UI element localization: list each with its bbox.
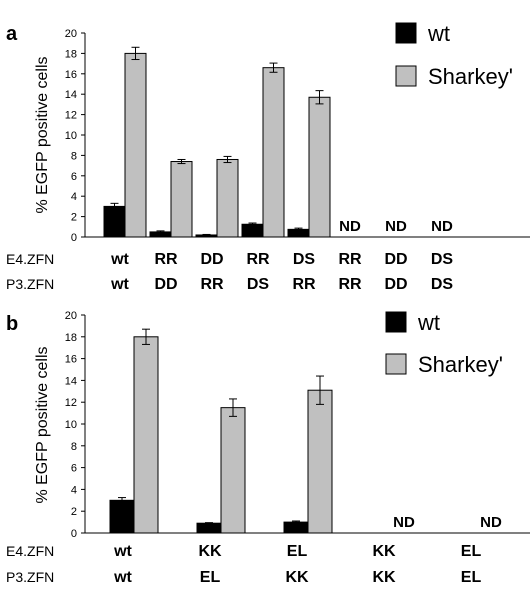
- bar-sharkey: [216, 158, 239, 238]
- category-label-e4: DD: [384, 251, 407, 268]
- panel-label: a: [6, 23, 18, 45]
- y-tick-label: 14: [65, 89, 77, 101]
- y-tick-label: 4: [71, 191, 77, 203]
- category-label-e4: wt: [110, 251, 129, 268]
- legend-label: Sharkey': [418, 352, 503, 377]
- y-axis-label: % EGFP positive cells: [34, 346, 51, 503]
- category-label-e4: RR: [154, 251, 178, 268]
- y-tick-label: 0: [71, 528, 77, 540]
- category-label-p3: EL: [200, 569, 221, 586]
- y-tick-label: 18: [65, 48, 77, 60]
- y-tick-label: 20: [65, 28, 77, 40]
- category-label-e4: KK: [198, 543, 222, 560]
- category-label-p3: wt: [110, 276, 129, 293]
- y-tick-label: 8: [71, 441, 77, 453]
- y-tick-label: 10: [65, 419, 77, 431]
- bar-sharkey: [220, 407, 246, 534]
- bar-sharkey: [308, 96, 331, 238]
- row-label-e4: E4.ZFN: [6, 251, 54, 267]
- bar-wt: [283, 521, 309, 534]
- category-label-e4: EL: [461, 543, 482, 560]
- y-axis-label: % EGFP positive cells: [34, 56, 51, 213]
- bar-wt: [103, 205, 126, 238]
- y-tick-label: 12: [65, 110, 77, 122]
- y-tick-label: 20: [65, 310, 77, 322]
- category-label-e4: DS: [431, 251, 454, 268]
- legend-swatch: [395, 22, 417, 44]
- category-label-e4: wt: [113, 543, 132, 560]
- category-label-p3: DD: [154, 276, 177, 293]
- category-label-p3: RR: [200, 276, 224, 293]
- row-label-p3: P3.ZFN: [6, 569, 54, 585]
- category-label-p3: DS: [431, 276, 454, 293]
- legend-label: wt: [417, 310, 440, 335]
- bar-sharkey: [133, 336, 159, 534]
- y-tick-label: 12: [65, 397, 77, 409]
- category-label-p3: KK: [372, 569, 396, 586]
- y-tick-label: 2: [71, 506, 77, 518]
- y-tick-label: 4: [71, 484, 77, 496]
- row-label-e4: E4.ZFN: [6, 543, 54, 559]
- y-tick-label: 14: [65, 375, 77, 387]
- panel-label: b: [6, 313, 18, 335]
- nd-mark: ND: [431, 218, 453, 235]
- y-tick-label: 6: [71, 463, 77, 475]
- nd-mark: ND: [339, 218, 361, 235]
- bar-sharkey: [262, 67, 285, 238]
- y-tick-label: 18: [65, 332, 77, 344]
- category-label-e4: DS: [293, 251, 316, 268]
- category-label-e4: EL: [287, 543, 308, 560]
- category-label-p3: RR: [292, 276, 316, 293]
- y-tick-label: 10: [65, 130, 77, 142]
- category-label-e4: KK: [372, 543, 396, 560]
- bar-sharkey: [307, 389, 333, 534]
- row-label-p3: P3.ZFN: [6, 276, 54, 292]
- legend-label: Sharkey': [428, 64, 513, 89]
- bar-wt: [241, 223, 264, 238]
- legend-swatch: [385, 311, 407, 333]
- legend-swatch: [385, 353, 407, 375]
- category-label-p3: KK: [285, 569, 309, 586]
- y-tick-label: 8: [71, 150, 77, 162]
- y-tick-label: 0: [71, 232, 77, 244]
- category-label-p3: EL: [461, 569, 482, 586]
- category-label-p3: wt: [113, 569, 132, 586]
- bar-wt: [196, 522, 222, 534]
- category-label-e4: RR: [338, 251, 362, 268]
- category-label-e4: DD: [200, 251, 223, 268]
- legend-swatch: [395, 65, 417, 87]
- nd-mark: ND: [385, 218, 407, 235]
- category-label-e4: RR: [246, 251, 270, 268]
- y-tick-label: 16: [65, 69, 77, 81]
- category-label-p3: DD: [384, 276, 407, 293]
- nd-mark: ND: [480, 514, 502, 531]
- nd-mark: ND: [393, 514, 415, 531]
- y-tick-label: 2: [71, 212, 77, 224]
- y-tick-label: 6: [71, 171, 77, 183]
- bar-wt: [109, 499, 135, 534]
- category-label-p3: RR: [338, 276, 362, 293]
- bar-sharkey: [170, 161, 193, 238]
- legend-label: wt: [427, 21, 450, 46]
- y-tick-label: 16: [65, 354, 77, 366]
- category-label-p3: DS: [247, 276, 270, 293]
- bar-sharkey: [124, 52, 147, 238]
